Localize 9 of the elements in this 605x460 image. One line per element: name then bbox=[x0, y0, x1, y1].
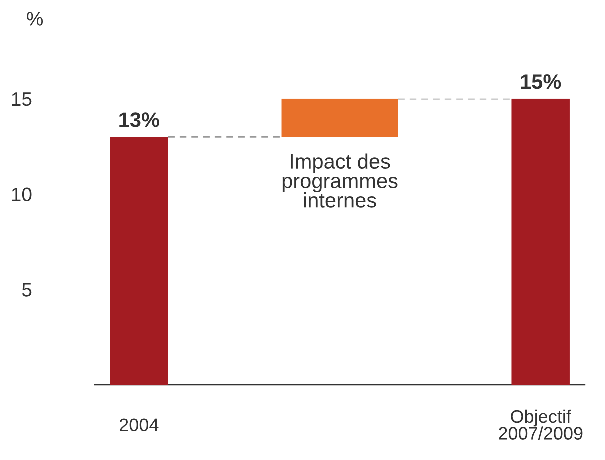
data-label: 15% bbox=[521, 74, 562, 90]
x-tick-label: Impact des programmes internes bbox=[282, 154, 398, 208]
x-tick-label: 2004 bbox=[120, 418, 159, 432]
y-tick-label: 10 bbox=[12, 188, 32, 202]
data-label: 13% bbox=[120, 112, 160, 128]
y-tick-label: 15 bbox=[12, 92, 32, 106]
x-tick-label: Objectif 2007/2009 bbox=[499, 410, 583, 440]
y-axis-title: % bbox=[27, 12, 44, 26]
y-tick-label: 5 bbox=[22, 283, 32, 297]
